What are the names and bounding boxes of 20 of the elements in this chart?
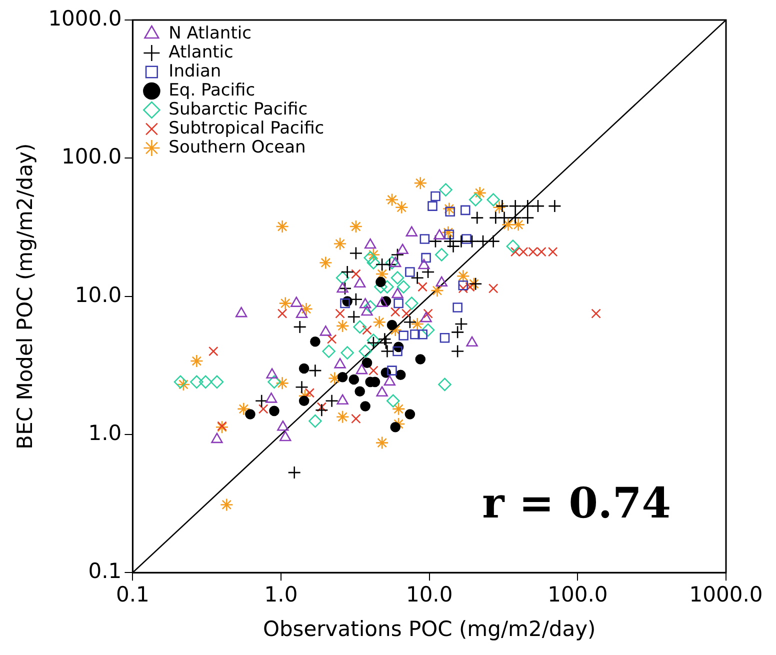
x-axis-title: Observations POC (mg/m2/day) [262,616,596,641]
x-tick-label: 10.0 [406,582,453,607]
annotation: r = 0.74 [482,478,671,528]
y-tick-label: 1.0 [88,420,122,445]
legend-label: N Atlantic [168,23,252,44]
y-tick-label: 10.0 [74,282,122,307]
x-tick-label: 1000.0 [689,582,763,607]
legend-label: Indian [168,61,222,82]
legend-label: Subarctic Pacific [168,99,308,120]
y-axis-title: BEC Model POC (mg/m2/day) [13,143,38,450]
legend-label: Southern Ocean [168,137,306,158]
x-tick-label: 100.0 [548,582,608,607]
y-tick-label: 1000.0 [48,6,122,30]
y-tick-label: 0.1 [88,559,122,584]
x-tick-label: 0.1 [116,582,150,607]
x-tick-label: 1.0 [264,582,298,607]
y-tick-label: 100.0 [62,144,122,169]
legend-label: Atlantic [168,42,234,62]
legend-label: Eq. Pacific [168,80,256,100]
legend-label: Subtropical Pacific [168,118,324,138]
